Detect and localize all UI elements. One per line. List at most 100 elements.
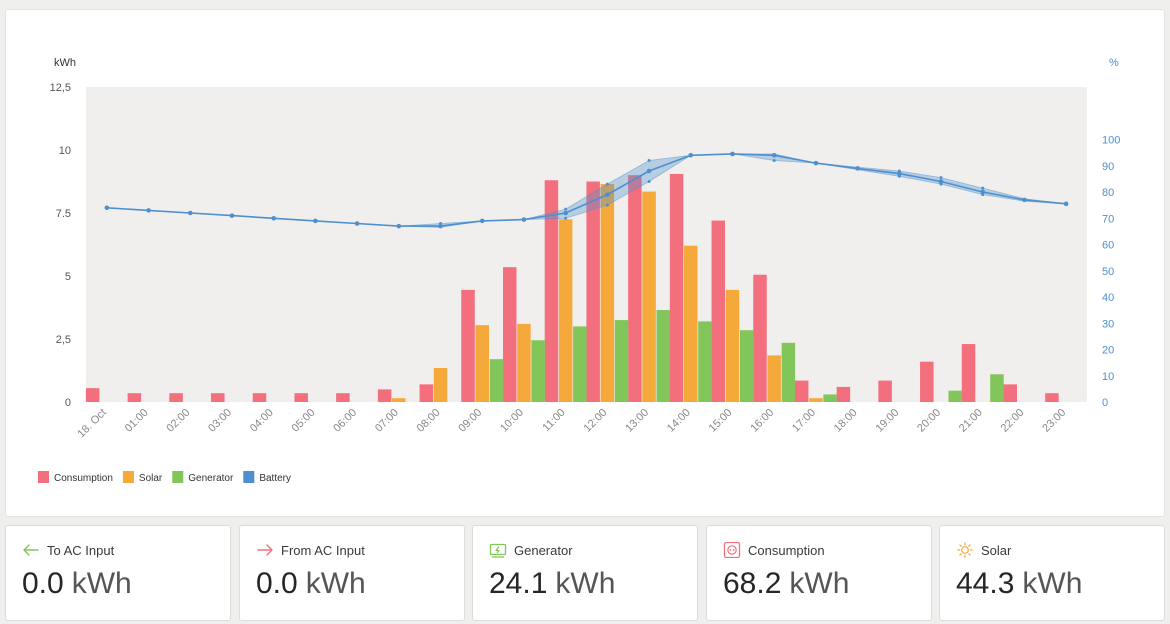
bar-solar — [725, 289, 740, 402]
x-tick-label: 22:00 — [999, 407, 1027, 435]
legend-swatch — [38, 471, 49, 483]
x-tick-label: 20:00 — [915, 407, 943, 435]
bar-generator — [739, 330, 754, 402]
x-tick-label: 07:00 — [373, 407, 401, 435]
battery-point — [396, 223, 402, 229]
battery-point — [146, 208, 151, 213]
bar-solar — [809, 398, 823, 402]
bar-consumption — [1045, 393, 1059, 402]
y-right-tick-label: 10 — [1102, 371, 1114, 383]
socket-icon — [723, 542, 741, 558]
stat-card-to-ac-input: To AC Input 0.0 kWh — [5, 525, 231, 621]
battery-max-point — [647, 159, 651, 162]
battery-max-point — [939, 176, 943, 180]
battery-min-point — [647, 180, 651, 183]
bar-consumption — [628, 175, 642, 402]
legend-swatch — [243, 471, 255, 483]
x-tick-label: 04:00 — [248, 407, 276, 435]
bar-generator — [614, 320, 629, 402]
y-left-axis-label: kWh — [54, 57, 76, 69]
x-tick-label: 13:00 — [623, 407, 651, 435]
stat-label: Solar — [981, 542, 1012, 558]
battery-min-point — [939, 182, 943, 186]
battery-max-point — [981, 186, 985, 190]
x-tick-label: 10:00 — [498, 407, 526, 435]
sun-icon — [957, 542, 973, 558]
y-right-tick-label: 70 — [1102, 213, 1114, 225]
legend-swatch — [122, 471, 134, 483]
y-right-tick-label: 20 — [1102, 345, 1114, 357]
bar-consumption — [169, 393, 183, 402]
y-left-tick-label: 10 — [59, 145, 71, 157]
stat-value: 24.1 kWh — [489, 567, 616, 600]
x-tick-label: 01:00 — [123, 407, 151, 435]
y-right-tick-label: 30 — [1102, 318, 1114, 330]
battery-point — [438, 223, 443, 229]
stat-card-from-ac-input: From AC Input 0.0 kWh — [239, 525, 465, 621]
battery-point — [229, 213, 235, 218]
bar-solar — [392, 398, 406, 402]
y-right-tick-label: 50 — [1102, 266, 1114, 278]
y-right-tick-label: 60 — [1102, 240, 1114, 252]
bar-consumption — [920, 361, 934, 402]
x-tick-label: 18. Oct — [75, 407, 109, 441]
bar-consumption — [878, 380, 892, 402]
x-tick-label: 02:00 — [164, 407, 192, 435]
battery-point — [813, 160, 819, 166]
bar-consumption — [1003, 384, 1017, 402]
bar-consumption — [294, 393, 308, 402]
battery-point — [271, 215, 276, 221]
battery-point — [730, 151, 735, 157]
arrow-right-icon — [257, 544, 273, 556]
bar-generator — [990, 374, 1004, 402]
stat-value: 44.3 kWh — [956, 567, 1083, 600]
x-tick-label: 18:00 — [832, 407, 860, 435]
x-tick-label: 23:00 — [1040, 407, 1068, 435]
y-right-tick-label: 90 — [1102, 161, 1114, 173]
bar-solar — [475, 325, 489, 402]
battery-min-point — [897, 174, 901, 178]
bar-generator — [781, 342, 796, 402]
battery-min-point — [772, 159, 776, 162]
bar-generator — [656, 310, 671, 402]
battery-point — [605, 192, 610, 197]
bar-solar — [433, 367, 448, 402]
bar-consumption — [836, 386, 851, 402]
bar-consumption — [252, 393, 267, 402]
bar-generator — [948, 390, 962, 402]
x-tick-label: 11:00 — [540, 407, 567, 434]
bar-generator — [573, 326, 587, 402]
bar-generator — [531, 340, 545, 402]
battery-point — [980, 189, 986, 195]
battery-point — [354, 221, 360, 226]
battery-line — [106, 153, 1067, 227]
battery-point — [187, 210, 193, 216]
battery-point — [1063, 201, 1069, 207]
battery-max-point — [564, 207, 568, 211]
legend-item: Solar — [139, 473, 163, 484]
battery-point — [688, 152, 694, 158]
battery-point — [521, 217, 527, 222]
y-left-tick-label: 0 — [65, 397, 71, 409]
battery-point — [938, 179, 944, 184]
battery-min-point — [981, 193, 985, 197]
legend-swatch — [172, 471, 184, 483]
y-right-tick-label: 80 — [1102, 187, 1114, 199]
x-tick-label: 06:00 — [331, 407, 359, 435]
battery-max-point — [897, 169, 901, 173]
battery-min-point — [564, 216, 568, 220]
bar-consumption — [85, 388, 100, 402]
legend-item: Generator — [188, 473, 234, 484]
bar-consumption — [419, 384, 434, 402]
bar-consumption — [544, 180, 559, 402]
battery-min-point — [605, 203, 609, 207]
x-tick-label: 17:00 — [790, 407, 818, 435]
bar-consumption — [211, 393, 225, 402]
x-tick-label: 16:00 — [748, 407, 776, 435]
stat-value: 68.2 kWh — [723, 567, 850, 600]
battery-point — [563, 210, 568, 216]
battery-point — [313, 218, 318, 224]
bar-consumption — [794, 380, 809, 402]
y-right-tick-label: 100 — [1102, 135, 1120, 147]
arrow-left-icon — [23, 544, 39, 556]
